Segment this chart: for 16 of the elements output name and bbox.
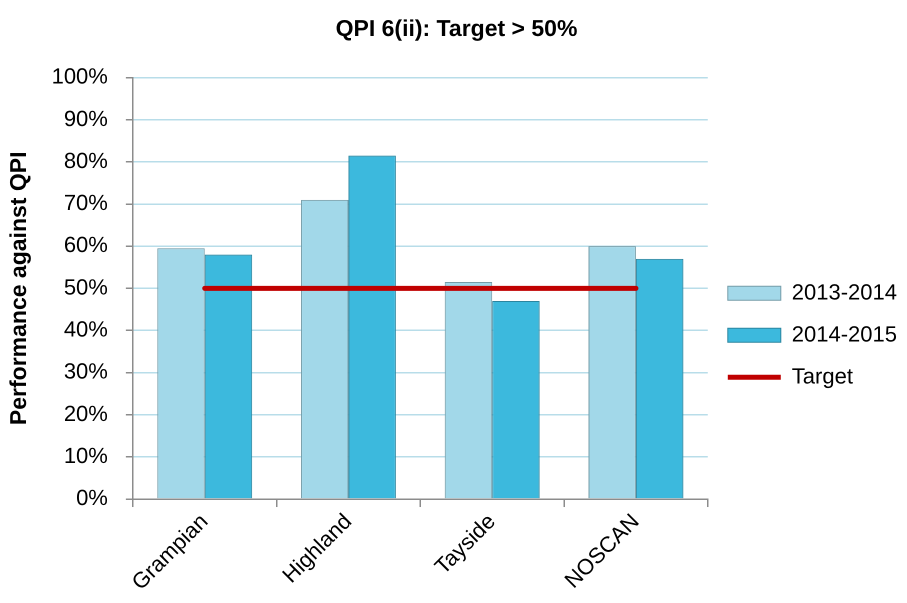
y-tick-label: 80% — [64, 148, 108, 173]
chart-title: QPI 6(ii): Target > 50% — [336, 15, 578, 42]
y-axis-title: Performance against QPI — [5, 152, 32, 426]
legend-label: 2014-2015 — [792, 321, 898, 346]
legend-label: 2013-2014 — [792, 279, 898, 304]
y-tick-label: 60% — [64, 232, 108, 258]
y-tick-label: 100% — [52, 64, 108, 89]
y-tick-label: 90% — [64, 106, 108, 131]
y-tick-label: 20% — [64, 400, 108, 426]
y-tick-label: 50% — [64, 274, 108, 300]
y-tick-label: 10% — [64, 442, 108, 468]
y-tick-label: 30% — [64, 358, 108, 384]
legend-label: Target — [792, 363, 853, 388]
y-tick-label: 70% — [64, 190, 108, 216]
y-tick-label: 0% — [76, 485, 108, 510]
y-tick-label: 40% — [64, 316, 108, 342]
